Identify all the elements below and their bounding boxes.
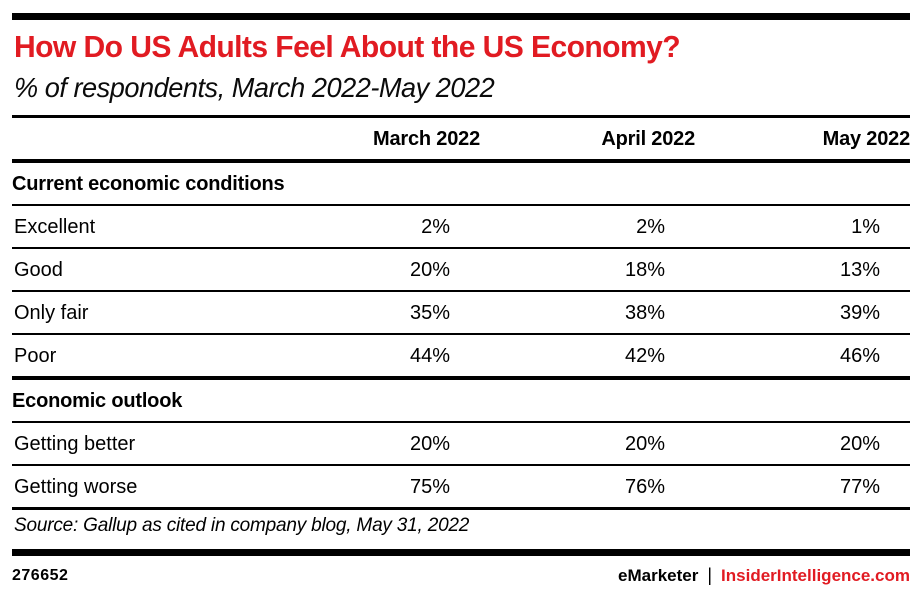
chart-title: How Do US Adults Feel About the US Econo… [14, 29, 681, 64]
column-header-row: March 2022 April 2022 May 2022 [12, 115, 910, 163]
row-label: Getting better [12, 422, 265, 466]
column-header-march-2022: March 2022 [265, 115, 480, 163]
value-cell: 2% [480, 205, 695, 249]
value-cell: 46% [695, 334, 910, 380]
brand-separator: | [707, 564, 713, 585]
section-header-label: Economic outlook [12, 378, 910, 423]
value-cell: 20% [695, 422, 910, 466]
column-header-may-2022: May 2022 [695, 115, 910, 163]
value-cell: 13% [695, 248, 910, 292]
table-row: Only fair 35% 38% 39% [12, 291, 910, 335]
footer: 276652 eMarketer | InsiderIntelligence.c… [12, 558, 910, 594]
value-cell: 77% [695, 465, 910, 510]
chart-subtitle: % of respondents, March 2022-May 2022 [14, 72, 495, 103]
brand-lockup: eMarketer | InsiderIntelligence.com [618, 564, 910, 587]
table-body: Current economic conditions Excellent 2% 2%… [12, 161, 910, 510]
table-row: Excellent 2% 2% 1% [12, 205, 910, 249]
value-cell: 39% [695, 291, 910, 335]
table-row: Poor 44% 42% 46% [12, 334, 910, 380]
section-header-row: Economic outlook [12, 378, 910, 423]
section-header-row: Current economic conditions [12, 161, 910, 206]
value-cell: 18% [480, 248, 695, 292]
value-cell: 1% [695, 205, 910, 249]
value-cell: 44% [265, 334, 480, 380]
row-label: Only fair [12, 291, 265, 335]
data-table: March 2022 April 2022 May 2022 Current e… [12, 115, 910, 510]
value-cell: 38% [480, 291, 695, 335]
row-label: Excellent [12, 205, 265, 249]
table-row: Getting better 20% 20% 20% [12, 422, 910, 466]
table-row: Getting worse 75% 76% 77% [12, 465, 910, 510]
bottom-rule-bar [12, 549, 910, 556]
brand-insiderintelligence: InsiderIntelligence.com [721, 566, 910, 585]
row-label: Good [12, 248, 265, 292]
value-cell: 35% [265, 291, 480, 335]
value-cell: 20% [480, 422, 695, 466]
top-rule-bar [12, 13, 910, 20]
chart-id: 276652 [12, 567, 69, 584]
value-cell: 2% [265, 205, 480, 249]
section-header-label: Current economic conditions [12, 161, 910, 206]
column-header-april-2022: April 2022 [480, 115, 695, 163]
table-row: Good 20% 18% 13% [12, 248, 910, 292]
value-cell: 76% [480, 465, 695, 510]
value-cell: 20% [265, 248, 480, 292]
value-cell: 75% [265, 465, 480, 510]
value-cell: 42% [480, 334, 695, 380]
value-cell: 20% [265, 422, 480, 466]
row-label: Getting worse [12, 465, 265, 510]
column-header-blank [12, 115, 265, 163]
row-label: Poor [12, 334, 265, 380]
source-note: Source: Gallup as cited in company blog,… [14, 514, 470, 536]
brand-emarketer: eMarketer [618, 566, 699, 585]
